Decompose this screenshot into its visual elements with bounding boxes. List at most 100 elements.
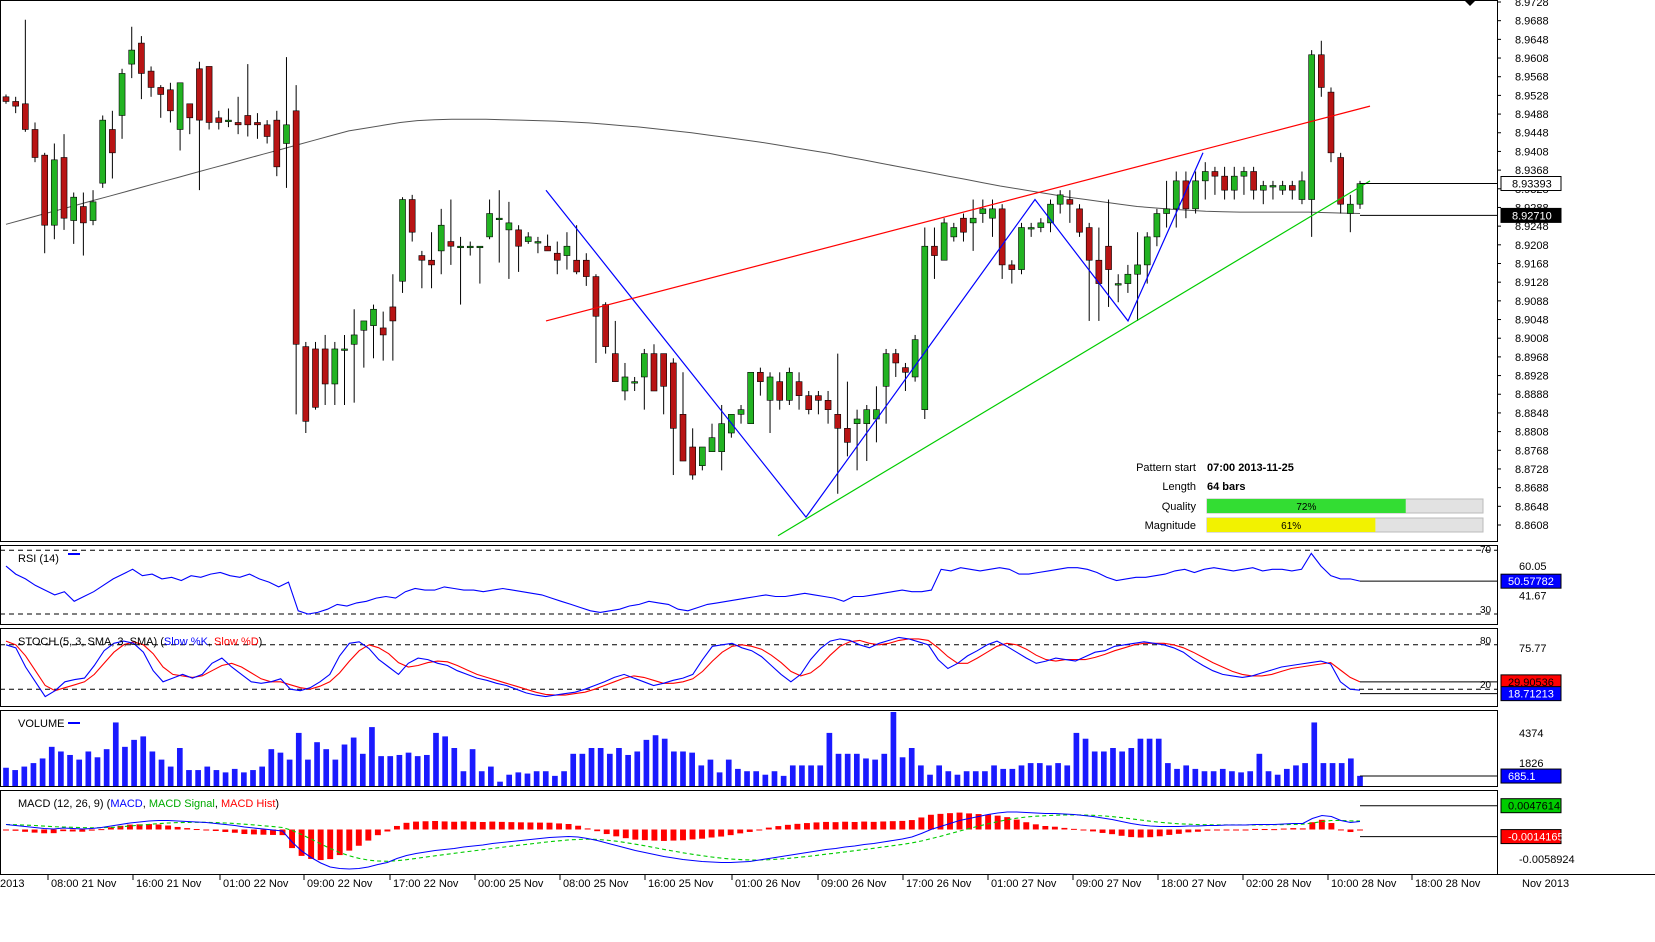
volume-bar xyxy=(488,766,494,786)
macd-hist-bar xyxy=(880,821,887,830)
volume-bar xyxy=(735,768,741,786)
macd-hist-bar xyxy=(98,829,105,831)
candle-bear xyxy=(167,89,174,112)
macd-hist-bar xyxy=(1166,829,1173,835)
macd-hist-bar xyxy=(680,829,686,841)
volume-bar xyxy=(1256,753,1263,786)
volume-bar xyxy=(881,753,888,786)
macd-hist-bar xyxy=(813,822,820,830)
candle-bull xyxy=(1124,273,1132,284)
volume-bar xyxy=(323,749,330,786)
macd-hist-bar xyxy=(1042,826,1049,830)
macd-hist-bar xyxy=(508,822,515,830)
candle-bear xyxy=(824,400,832,410)
rsi-level-upper-label: 70 xyxy=(1480,545,1492,556)
volume-bar xyxy=(478,771,485,786)
volume-bar xyxy=(853,753,860,786)
rsi-last-value-box xyxy=(1500,573,1562,589)
candle-bear xyxy=(960,217,967,233)
price-tick-label: 8.9488 xyxy=(1515,109,1549,121)
volume-bar xyxy=(1110,748,1116,786)
macd-hist-bar xyxy=(1337,829,1344,831)
volume-bar xyxy=(1027,763,1034,786)
volume-bar xyxy=(1155,738,1162,786)
macd-hist-bar xyxy=(1328,823,1335,830)
candle-bear xyxy=(1289,185,1296,191)
volume-bar xyxy=(176,748,183,786)
panel-frame-stoch xyxy=(0,628,1498,707)
macd-hist-bar xyxy=(355,829,362,846)
candle-bull xyxy=(766,376,774,401)
volume-bar xyxy=(1247,771,1254,786)
candle-bull xyxy=(718,423,725,452)
volume-bar xyxy=(799,765,805,786)
volume-bar xyxy=(103,749,110,786)
macd-last-value-box xyxy=(1500,798,1562,814)
price-tick-label: 8.8768 xyxy=(1515,445,1549,457)
volume-bar xyxy=(524,773,531,786)
candle-bull xyxy=(1230,175,1238,191)
volume-bar xyxy=(414,756,421,786)
volume-bar xyxy=(780,775,787,786)
candle-bull xyxy=(1114,283,1122,286)
volume-bar xyxy=(1064,765,1071,786)
macd-hist-bar xyxy=(1242,829,1249,831)
candle-bear xyxy=(1221,175,1228,191)
candle-bear xyxy=(776,381,784,401)
rsi-tick-label: 60.05 xyxy=(1519,561,1547,573)
volume-tick-label: 4374 xyxy=(1519,728,1543,740)
candle-bear xyxy=(41,154,48,226)
candle-bull xyxy=(1201,171,1209,182)
candle-bull xyxy=(1163,208,1170,214)
macd-tick-label: -0.0058924 xyxy=(1519,854,1575,866)
macd-hist-bar xyxy=(1128,829,1135,838)
macd-hist-bar xyxy=(1032,824,1039,830)
panel-frame-main xyxy=(0,0,1498,542)
price-tick-label: 8.8928 xyxy=(1515,371,1549,383)
volume-bar xyxy=(122,746,128,786)
volume-tick-label: 1826 xyxy=(1519,758,1543,770)
macd-hist-bar xyxy=(470,821,477,830)
candle-bull xyxy=(99,119,107,184)
macd-hist-bar xyxy=(88,829,95,831)
volume-bar xyxy=(1302,763,1308,786)
volume-bar xyxy=(149,751,156,786)
volume-last-value-box xyxy=(1500,768,1562,784)
volume-bar xyxy=(295,732,302,786)
macd-hist-bar xyxy=(1290,828,1297,830)
price-tick-label: 8.9168 xyxy=(1515,258,1549,270)
candle-bear xyxy=(1085,227,1093,261)
candle-bull xyxy=(1018,227,1025,270)
candle-bear xyxy=(389,306,397,322)
macd-hist-bar xyxy=(546,822,553,830)
volume-bar xyxy=(552,775,558,786)
volume-bar xyxy=(725,759,732,786)
candle-bull xyxy=(1269,185,1277,188)
volume-bar xyxy=(753,771,760,786)
candle-bull xyxy=(950,227,958,238)
macd-hist-bar xyxy=(737,829,744,834)
volume-bar xyxy=(158,759,165,786)
candle-bear xyxy=(612,353,619,382)
volume-bar xyxy=(21,766,28,786)
volume-bar xyxy=(30,763,37,786)
macd-hist-bar xyxy=(689,829,696,840)
price-tick-label: 8.9648 xyxy=(1515,34,1549,46)
macd-hist-bar xyxy=(69,829,76,832)
candle-bull xyxy=(699,446,706,466)
time-tick-label: 02:00 28 Nov xyxy=(1246,878,1312,890)
candle-bear xyxy=(998,208,1006,266)
volume-bar xyxy=(789,765,796,786)
pattern-info-label: Pattern start xyxy=(1136,462,1196,474)
gauge-value: 72% xyxy=(1296,502,1316,513)
volume-bar xyxy=(1091,751,1098,786)
candle-bull xyxy=(360,320,368,331)
macd-hist-bar xyxy=(889,821,896,830)
macd-hist-bar xyxy=(1080,829,1087,831)
volume-bar xyxy=(94,757,101,786)
candle-bear xyxy=(805,395,813,410)
macd-hist-bar xyxy=(975,814,982,830)
macd-hist-bar xyxy=(1147,829,1154,838)
macd-hist-bar xyxy=(260,829,267,835)
